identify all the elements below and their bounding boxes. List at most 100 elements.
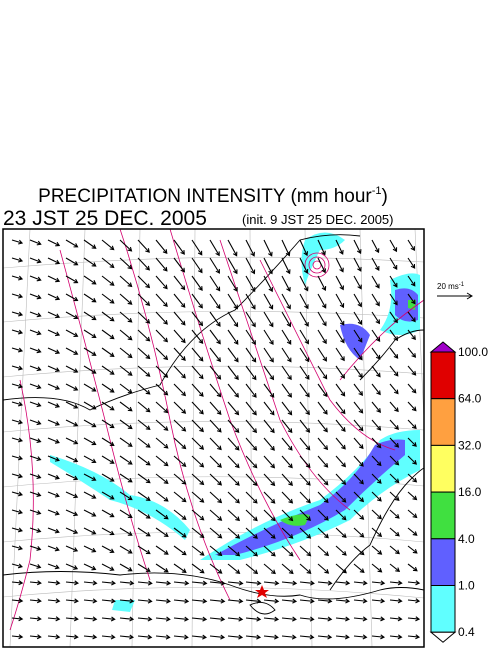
wind-arrow (83, 545, 97, 553)
wind-arrow (407, 509, 418, 519)
wind-arrow (173, 275, 186, 291)
wind-arrow (353, 545, 365, 556)
wind-arrow (173, 401, 187, 414)
wind-arrow (245, 401, 257, 416)
wind-arrow (263, 598, 280, 604)
wind-arrow (371, 563, 383, 573)
wind-arrow (281, 293, 291, 310)
wind-arrow (353, 634, 368, 640)
wind-arrow (101, 419, 115, 429)
wind-arrow (371, 275, 380, 289)
wind-arrow (191, 329, 204, 344)
wind-arrow (11, 598, 24, 604)
wind-arrow (29, 329, 42, 336)
wind-arrow (119, 473, 133, 483)
title-superscript: -1 (372, 185, 382, 197)
wind-arrow (335, 563, 347, 574)
wind-arrow (263, 563, 276, 575)
wind-arrow (227, 383, 239, 398)
wind-arrow (389, 563, 401, 572)
wind-arrow (137, 545, 151, 555)
wind-arrow (29, 239, 42, 246)
wind-arrow (209, 509, 223, 521)
wind-arrow (299, 580, 315, 586)
wind-arrow (29, 616, 42, 622)
wind-arrow (353, 329, 363, 343)
wind-arrow (281, 347, 292, 363)
wind-arrow (371, 491, 382, 502)
wind-arrow (101, 473, 115, 482)
wind-arrow (173, 329, 186, 344)
wind-arrow (245, 257, 256, 275)
wind-arrow (389, 598, 403, 604)
wind-arrow (65, 634, 79, 640)
wind-arrow (281, 275, 291, 292)
wind-arrow (227, 239, 238, 257)
wind-arrow (137, 275, 151, 289)
wind-arrow (11, 239, 24, 245)
wind-arrow (101, 437, 115, 446)
wind-arrow (389, 634, 403, 640)
wind-arrow (263, 616, 280, 622)
wind-arrow (29, 509, 42, 515)
time-label: 23 JST 25 DEC. 2005 (3, 207, 207, 230)
wind-arrow (155, 616, 171, 622)
wind-arrow (407, 580, 421, 586)
colorbar-segment (430, 491, 456, 540)
wind-arrow (29, 634, 42, 640)
wind-arrow (173, 545, 187, 556)
wind-arrow (263, 527, 276, 539)
wind-arrow (407, 634, 421, 640)
wind-arrow (335, 311, 345, 326)
wind-arrow (101, 401, 115, 411)
wind-arrow (299, 311, 309, 327)
wind-arrow (407, 545, 418, 554)
wind-arrow (137, 598, 153, 604)
wind-arrow (317, 365, 328, 380)
wind-arrow (335, 509, 347, 521)
wind-arrow (245, 634, 262, 640)
wind-arrow (281, 634, 297, 640)
wind-arrow (335, 257, 344, 273)
wind-arrow (83, 401, 97, 410)
wind-arrow (29, 365, 42, 372)
wind-arrow (209, 473, 223, 486)
wind-arrow (119, 401, 133, 412)
wind-arrow (119, 239, 133, 252)
wind-arrow (119, 419, 133, 430)
wind-arrow (407, 239, 415, 252)
wind-arrow (335, 383, 346, 397)
wind-arrow (173, 473, 187, 485)
wind-arrow (155, 455, 169, 467)
wind-arrow (47, 634, 61, 640)
wind-arrow (245, 365, 257, 381)
wind-arrow (407, 311, 416, 323)
wind-arrow (65, 347, 79, 355)
wind-arrow (11, 616, 24, 622)
wind-arrow (371, 239, 380, 254)
title-close: ) (382, 186, 388, 207)
wind-arrow (29, 275, 42, 282)
wind-arrow (389, 257, 398, 270)
wind-arrow (83, 239, 97, 249)
wind-arrow (11, 580, 24, 586)
wind-arrow (299, 563, 312, 574)
wind-arrow (317, 347, 327, 362)
wind-arrow (299, 509, 312, 522)
wind-arrow (83, 580, 98, 586)
wind-arrow (119, 634, 135, 640)
wind-arrow (353, 437, 364, 450)
wind-arrow (209, 527, 223, 539)
wind-arrow (281, 365, 292, 381)
wind-arrow (299, 455, 311, 469)
wind-arrow (407, 329, 416, 341)
wind-arrow (245, 239, 255, 257)
wind-arrow (389, 455, 400, 466)
wind-arrow (299, 257, 309, 274)
wind-arrow (101, 347, 115, 358)
wind-arrow (137, 311, 151, 324)
wind-arrow (173, 509, 187, 520)
wind-arrow (137, 383, 151, 395)
wind-arrow (389, 491, 400, 501)
wind-arrow (101, 580, 116, 586)
